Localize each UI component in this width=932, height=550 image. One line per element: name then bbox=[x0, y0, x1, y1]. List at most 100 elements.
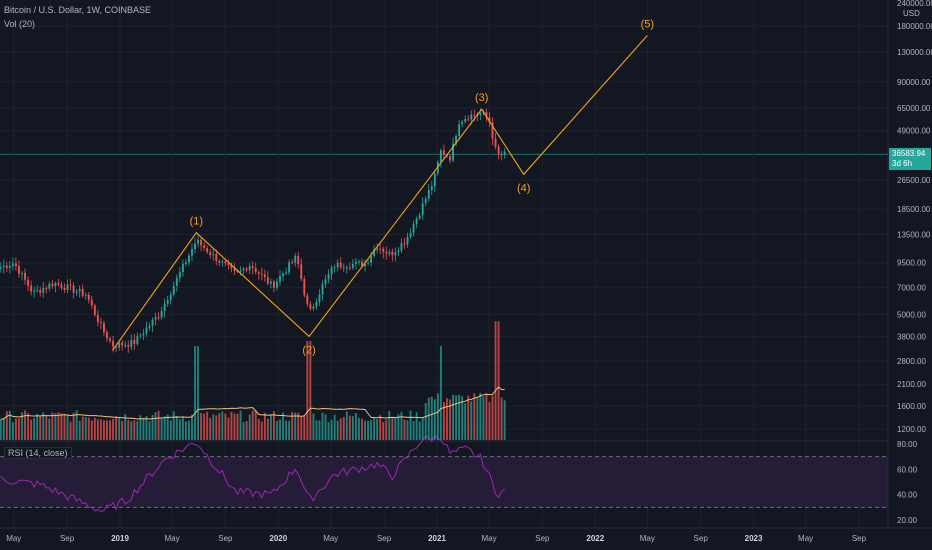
candle[interactable] bbox=[430, 181, 433, 195]
volume-bar[interactable] bbox=[230, 411, 233, 440]
volume-bar[interactable] bbox=[124, 414, 127, 440]
volume-bar[interactable] bbox=[36, 413, 39, 440]
candle[interactable] bbox=[312, 303, 315, 311]
volume-bar[interactable] bbox=[294, 412, 297, 440]
volume-bar[interactable] bbox=[81, 416, 84, 440]
candle[interactable] bbox=[260, 267, 263, 281]
candle[interactable] bbox=[45, 285, 48, 294]
candle[interactable] bbox=[358, 259, 360, 266]
candle[interactable] bbox=[203, 242, 206, 251]
volume-bar[interactable] bbox=[142, 418, 145, 440]
volume-bar[interactable] bbox=[115, 416, 118, 440]
candle[interactable] bbox=[503, 148, 506, 159]
candle[interactable] bbox=[206, 245, 209, 254]
volume-bar[interactable] bbox=[376, 418, 379, 440]
candle[interactable] bbox=[27, 276, 30, 292]
price-axis[interactable]: 180000.00 130000.00 90000.00 65000.00 49000.… bbox=[887, 0, 932, 528]
candle[interactable] bbox=[433, 169, 436, 193]
candle[interactable] bbox=[72, 282, 75, 299]
candle[interactable] bbox=[297, 251, 300, 269]
volume-bar[interactable] bbox=[297, 412, 300, 440]
volume-bar[interactable] bbox=[269, 414, 272, 440]
candle[interactable] bbox=[339, 257, 342, 270]
candle[interactable] bbox=[169, 291, 172, 305]
candle[interactable] bbox=[415, 216, 418, 229]
volume-bar[interactable] bbox=[118, 418, 121, 440]
candle[interactable] bbox=[424, 196, 427, 207]
volume-bar[interactable] bbox=[227, 417, 230, 440]
volume-bar[interactable] bbox=[78, 420, 81, 440]
candle[interactable] bbox=[376, 243, 379, 254]
volume-bar[interactable] bbox=[358, 418, 360, 440]
candle[interactable] bbox=[385, 246, 388, 260]
volume-bar[interactable] bbox=[242, 422, 245, 440]
candle[interactable] bbox=[455, 134, 458, 147]
volume-bar[interactable] bbox=[112, 418, 115, 440]
volume-bar[interactable] bbox=[48, 418, 51, 440]
candle[interactable] bbox=[54, 281, 57, 293]
volume-bar[interactable] bbox=[33, 418, 36, 440]
candle[interactable] bbox=[464, 115, 467, 124]
volume-bar[interactable] bbox=[75, 410, 78, 440]
candle[interactable] bbox=[166, 295, 169, 307]
volume-bar[interactable] bbox=[485, 393, 488, 440]
volume-bar[interactable] bbox=[348, 415, 351, 440]
volume-bar[interactable] bbox=[145, 416, 148, 440]
volume-bar[interactable] bbox=[303, 415, 306, 440]
volume-bar[interactable] bbox=[288, 420, 291, 440]
volume-bar[interactable] bbox=[109, 420, 111, 440]
candle[interactable] bbox=[142, 328, 145, 341]
volume-bar[interactable] bbox=[133, 420, 136, 440]
volume-bar[interactable] bbox=[321, 412, 324, 440]
volume-bar[interactable] bbox=[0, 419, 2, 440]
candle[interactable] bbox=[418, 212, 421, 221]
candle[interactable] bbox=[178, 267, 181, 283]
candle[interactable] bbox=[497, 144, 500, 160]
volume-bar[interactable] bbox=[449, 399, 451, 440]
volume-bar[interactable] bbox=[197, 345, 199, 440]
volume-bar[interactable] bbox=[409, 410, 412, 440]
candle[interactable] bbox=[257, 270, 260, 280]
volume-bar[interactable] bbox=[96, 419, 99, 440]
candle[interactable] bbox=[87, 292, 90, 304]
volume-bar[interactable] bbox=[309, 341, 312, 440]
volume-legend[interactable]: Vol (20) bbox=[4, 19, 36, 29]
candle[interactable] bbox=[336, 259, 339, 272]
candle[interactable] bbox=[14, 257, 17, 271]
volume-bar[interactable] bbox=[266, 418, 269, 440]
volume-bar[interactable] bbox=[394, 417, 397, 440]
volume-bar[interactable] bbox=[103, 420, 105, 440]
candle[interactable] bbox=[409, 228, 412, 240]
volume-bar[interactable] bbox=[148, 421, 151, 440]
volume-bar[interactable] bbox=[206, 411, 209, 440]
volume-bar[interactable] bbox=[39, 415, 42, 440]
volume-bar[interactable] bbox=[306, 341, 309, 440]
candle[interactable] bbox=[266, 271, 269, 286]
candle[interactable] bbox=[458, 120, 461, 141]
candle[interactable] bbox=[24, 268, 26, 285]
volume-bar[interactable] bbox=[163, 416, 166, 440]
candle[interactable] bbox=[279, 270, 281, 287]
candle[interactable] bbox=[494, 132, 497, 150]
volume-bar[interactable] bbox=[285, 420, 288, 440]
candle[interactable] bbox=[442, 144, 445, 160]
candle[interactable] bbox=[269, 278, 272, 289]
candle[interactable] bbox=[84, 292, 87, 300]
volume-bar[interactable] bbox=[160, 417, 163, 440]
candle[interactable] bbox=[421, 197, 424, 221]
volume-bar[interactable] bbox=[461, 396, 464, 440]
wave-line[interactable] bbox=[112, 35, 648, 351]
candle[interactable] bbox=[467, 115, 470, 122]
volume-bar[interactable] bbox=[181, 416, 184, 440]
volume-bar[interactable] bbox=[172, 411, 175, 440]
candle[interactable] bbox=[124, 341, 127, 349]
volume-bar[interactable] bbox=[57, 412, 60, 440]
candle[interactable] bbox=[127, 340, 130, 353]
candle[interactable] bbox=[397, 247, 400, 256]
candle[interactable] bbox=[18, 260, 20, 278]
volume-bar[interactable] bbox=[436, 393, 439, 440]
candle[interactable] bbox=[309, 301, 312, 311]
candle[interactable] bbox=[139, 332, 142, 339]
volume-bar[interactable] bbox=[93, 417, 96, 440]
volume-bar[interactable] bbox=[154, 412, 157, 440]
